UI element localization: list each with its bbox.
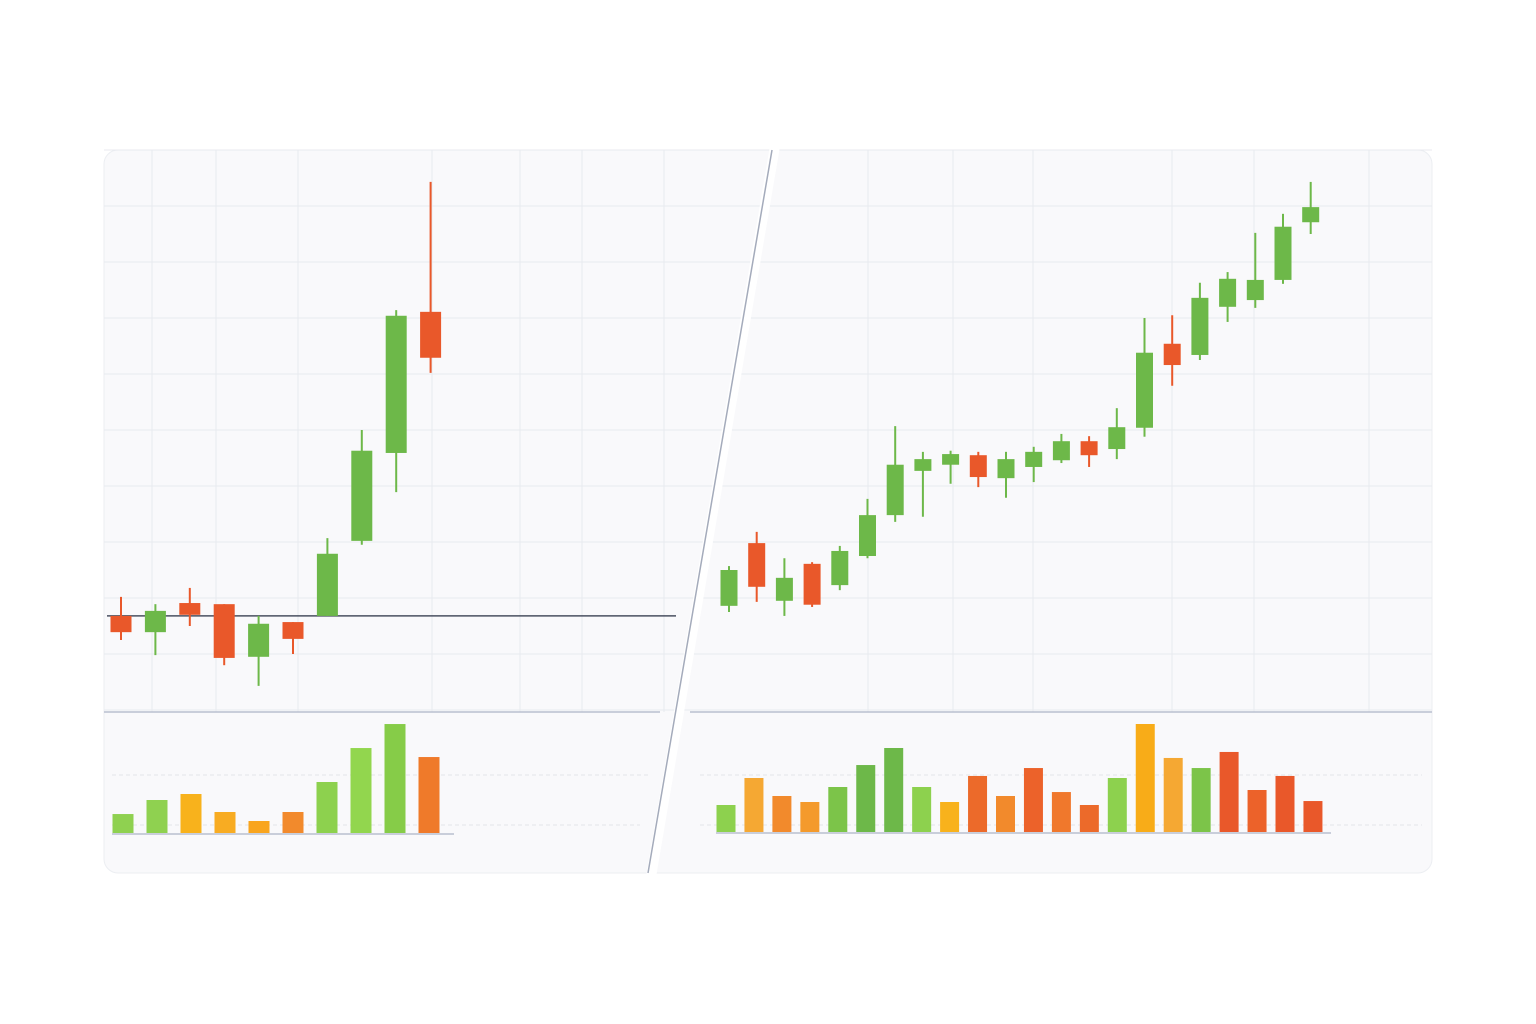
- candle-body: [1274, 226, 1292, 280]
- candle-body: [144, 610, 166, 633]
- volume-bar: [282, 812, 304, 833]
- plots: [104, 149, 1432, 835]
- candle-body: [775, 577, 793, 601]
- volume-bar: [1163, 757, 1183, 832]
- candle-body: [282, 622, 304, 639]
- candle-body: [803, 563, 821, 605]
- volume-bar: [384, 724, 406, 833]
- candle-body: [351, 450, 373, 541]
- candle-body: [1246, 279, 1264, 301]
- volume-bar: [912, 787, 932, 832]
- divider: [647, 149, 773, 874]
- candle-body: [1052, 441, 1070, 461]
- candle-body: [1191, 297, 1209, 355]
- volume-bar: [884, 748, 904, 832]
- volume-bar: [316, 782, 338, 833]
- volume-bar: [856, 765, 876, 832]
- volume-bar: [1107, 778, 1127, 832]
- candle-body: [1108, 427, 1126, 450]
- volume-bar: [112, 814, 134, 833]
- volume-bar: [1247, 790, 1267, 832]
- candle-body: [969, 455, 987, 478]
- candle-body: [1219, 278, 1237, 307]
- volume-bar: [180, 794, 202, 833]
- candle-body: [110, 615, 132, 633]
- volume-bar: [800, 802, 820, 832]
- volume-bar: [350, 748, 372, 833]
- volume-bar: [968, 775, 988, 832]
- candle-body: [248, 623, 270, 657]
- volume-bar: [214, 812, 236, 833]
- v-grid: [151, 150, 1370, 712]
- volume-bar: [146, 800, 168, 833]
- candle-body: [914, 459, 932, 471]
- candle-body: [1163, 343, 1181, 366]
- candle-body: [1080, 441, 1098, 456]
- volume-bar: [828, 787, 848, 832]
- candle-body: [213, 604, 235, 658]
- candle-body: [886, 464, 904, 516]
- candle-body: [1136, 352, 1153, 428]
- candle-body: [748, 543, 766, 587]
- volume-bar: [418, 757, 440, 833]
- candle-body: [1025, 451, 1043, 467]
- candle-body: [179, 603, 201, 615]
- candle-body: [859, 515, 876, 556]
- volume-bar: [1275, 775, 1295, 832]
- divider-gap: [646, 145, 780, 878]
- volume-bar: [1079, 805, 1099, 832]
- candle-body: [942, 454, 960, 465]
- volume-bar: [1023, 768, 1043, 832]
- volume-bar: [996, 796, 1015, 832]
- volume-bar: [1135, 724, 1155, 832]
- volume-bar: [1303, 801, 1323, 832]
- candle-body: [997, 459, 1015, 479]
- volume-bar: [772, 796, 792, 832]
- volume-bar: [940, 802, 960, 832]
- candle-body: [420, 311, 442, 358]
- candle-body: [720, 570, 738, 606]
- candle-body: [385, 315, 407, 453]
- candle-body: [316, 553, 338, 616]
- candle-body: [1302, 207, 1320, 223]
- volume-bar: [1191, 768, 1211, 832]
- volume-bar: [1219, 751, 1239, 832]
- volume-bar: [716, 805, 736, 832]
- volume-bar: [248, 821, 270, 833]
- volume-bar: [744, 778, 764, 832]
- candle-body: [831, 550, 849, 586]
- volume-bar: [1051, 792, 1071, 832]
